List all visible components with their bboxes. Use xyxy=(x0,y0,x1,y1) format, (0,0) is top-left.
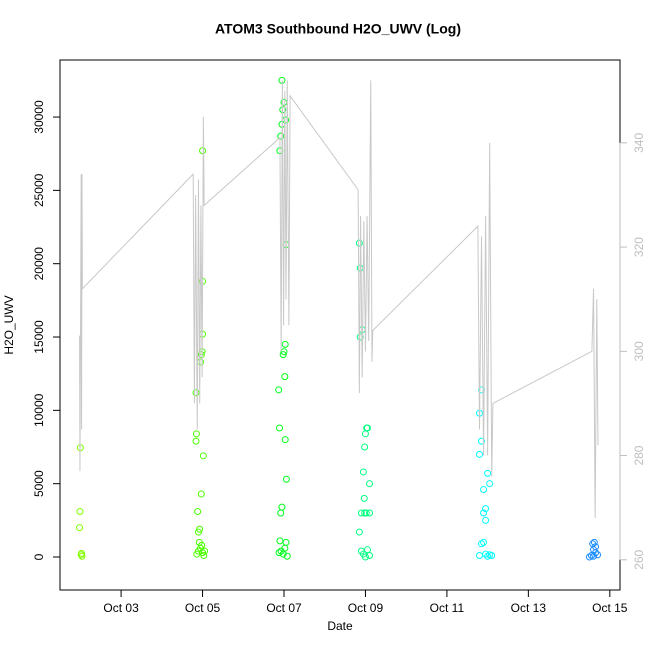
scatter-point xyxy=(283,552,291,560)
chart-title: ATOM3 Southbound H2O_UWV (Log) xyxy=(215,21,461,37)
scatter-point xyxy=(475,552,483,560)
scatter-point xyxy=(478,540,486,548)
scatter-point xyxy=(590,552,598,560)
scatter-point xyxy=(197,351,205,359)
scatter-point xyxy=(281,544,289,552)
scatter-point xyxy=(363,546,371,554)
y-tick-label: 0 xyxy=(32,553,46,560)
scatter-point xyxy=(357,509,365,517)
y2-tick-label: 300 xyxy=(632,341,646,361)
scatter-point xyxy=(592,549,600,557)
data-line xyxy=(79,80,599,519)
scatter-point xyxy=(276,424,284,432)
scatter-point xyxy=(366,552,374,560)
scatter-point xyxy=(282,538,290,546)
scatter-point xyxy=(486,551,494,559)
y-tick-label: 25000 xyxy=(32,173,46,207)
scatter-point xyxy=(192,389,200,397)
y2-tick-label: 260 xyxy=(632,549,646,569)
y2-tick-label: 320 xyxy=(632,237,646,257)
x-tick-label: Oct 03 xyxy=(103,601,139,615)
scatter-point xyxy=(281,340,289,348)
y-tick-label: 20000 xyxy=(32,247,46,281)
scatter-point xyxy=(277,509,285,517)
scatter-point xyxy=(199,147,207,155)
scatter-point xyxy=(484,469,492,477)
scatter-point xyxy=(192,430,200,438)
scatter-point xyxy=(281,373,289,381)
x-tick-label: Oct 09 xyxy=(348,601,384,615)
y-tick-label: 5000 xyxy=(32,470,46,497)
y-axis-title: H2O_UWV xyxy=(2,295,16,354)
scatter-point xyxy=(76,508,84,516)
scatter-point xyxy=(478,437,486,445)
x-tick-label: Oct 07 xyxy=(266,601,302,615)
y-tick-label: 30000 xyxy=(32,100,46,134)
y2-tick-label: 280 xyxy=(632,445,646,465)
scatter-point xyxy=(475,450,483,458)
scatter-point xyxy=(76,524,84,532)
scatter-point xyxy=(355,528,363,536)
scatter-point xyxy=(594,551,602,559)
scatter-point xyxy=(78,552,86,560)
scatter-point xyxy=(199,452,207,460)
scatter-point xyxy=(480,509,488,517)
scatter-point xyxy=(366,509,374,517)
scatter-point xyxy=(194,508,202,516)
x-tick-label: Oct 15 xyxy=(592,601,628,615)
scatter-point xyxy=(280,348,288,356)
scatter-point xyxy=(480,486,488,494)
x-tick-label: Oct 05 xyxy=(185,601,221,615)
x-tick-label: Oct 11 xyxy=(430,601,465,615)
scatter-point xyxy=(482,505,490,513)
scatter-point xyxy=(360,494,368,502)
scatter-point xyxy=(201,547,209,555)
scatter-point xyxy=(363,424,371,432)
scatter-point xyxy=(355,239,363,247)
scatter-point xyxy=(361,443,369,451)
scatter-point xyxy=(277,132,285,140)
y-tick-label: 15000 xyxy=(32,320,46,354)
scatter-point xyxy=(482,516,490,524)
scatter-point xyxy=(359,468,367,476)
scatter-point xyxy=(281,436,289,444)
scatter-point xyxy=(486,480,494,488)
scatter-point xyxy=(361,430,369,438)
x-axis-title: Date xyxy=(327,619,353,633)
scatter-point xyxy=(78,549,86,557)
scatter-point xyxy=(276,537,284,545)
scatter-point xyxy=(275,386,283,394)
scatter-point xyxy=(366,480,374,488)
scatter-point xyxy=(200,552,208,560)
x-tick-label: Oct 13 xyxy=(511,601,547,615)
scatter-point xyxy=(362,509,370,517)
scatter-point xyxy=(484,552,492,560)
scatter-point xyxy=(282,475,290,483)
scatter-point xyxy=(480,538,488,546)
scatter-point xyxy=(197,490,205,498)
y-tick-label: 10000 xyxy=(32,393,46,427)
scatter-point xyxy=(590,538,598,546)
scatter-point xyxy=(585,553,593,561)
scatter-point xyxy=(278,503,286,511)
scatter-point xyxy=(192,437,200,445)
scatter-point xyxy=(275,549,283,557)
plot-box xyxy=(59,59,621,591)
scatter-point xyxy=(361,553,369,561)
scatter-point xyxy=(198,541,206,549)
scatter-point xyxy=(279,351,287,359)
y2-tick-label: 340 xyxy=(632,133,646,153)
scatter-point xyxy=(196,525,204,533)
